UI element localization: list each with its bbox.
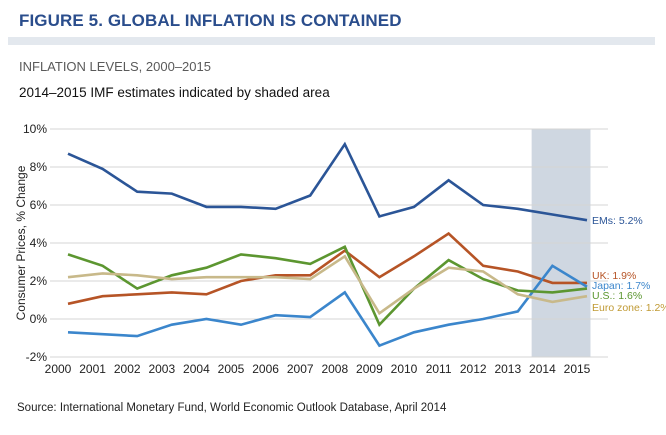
x-tick-label: 2002 — [114, 362, 141, 376]
x-tick-label: 2000 — [45, 362, 72, 376]
y-tick-label: 10% — [23, 122, 47, 136]
y-axis-label: Consumer Prices, % Change — [14, 165, 28, 320]
x-tick-label: 2011 — [426, 362, 452, 376]
figure-title: FIGURE 5. GLOBAL INFLATION IS CONTAINED — [19, 11, 402, 30]
series-line-u-s — [67, 245, 588, 327]
y-tick-label: 2% — [30, 274, 48, 288]
end-label-japan: Japan: 1.7% — [592, 280, 650, 292]
series-line-uk — [67, 231, 587, 306]
y-tick-label: -2% — [26, 350, 48, 364]
chart-note: 2014–2015 IMF estimates indicated by sha… — [19, 85, 330, 100]
x-tick-label: 2008 — [321, 362, 348, 376]
title-divider — [8, 37, 655, 45]
x-tick-label: 2012 — [460, 362, 487, 376]
end-label-u-s: U.S.: 1.6% — [592, 290, 642, 302]
x-tick-label: 2006 — [252, 362, 279, 376]
series-line-euro-zone — [67, 254, 588, 316]
series-line-japan — [67, 264, 588, 348]
x-tick-label: 2014 — [529, 362, 556, 376]
y-tick-label: 6% — [30, 198, 48, 212]
x-tick-label: 2010 — [391, 362, 418, 376]
y-tick-label: 4% — [30, 236, 48, 250]
end-label-euro-zone: Euro zone: 1.2% — [592, 302, 666, 314]
x-tick-label: 2003 — [148, 362, 175, 376]
end-label-uk: UK: 1.9% — [592, 270, 636, 282]
series-line-ems — [67, 141, 588, 222]
y-tick-label: 8% — [30, 160, 48, 174]
x-tick-label: 2009 — [356, 362, 383, 376]
x-tick-label: 2015 — [564, 362, 591, 376]
chart-subtitle: INFLATION LEVELS, 2000–2015 — [19, 59, 211, 74]
end-label-ems: EMs: 5.2% — [592, 215, 643, 227]
source-note: Source: International Monetary Fund, Wor… — [17, 402, 447, 414]
x-tick-label: 2005 — [218, 362, 245, 376]
x-tick-label: 2004 — [183, 362, 210, 376]
x-tick-label: 2007 — [287, 362, 314, 376]
x-tick-label: 2013 — [494, 362, 521, 376]
y-tick-label: 0% — [30, 312, 48, 326]
x-tick-label: 2001 — [79, 362, 106, 376]
